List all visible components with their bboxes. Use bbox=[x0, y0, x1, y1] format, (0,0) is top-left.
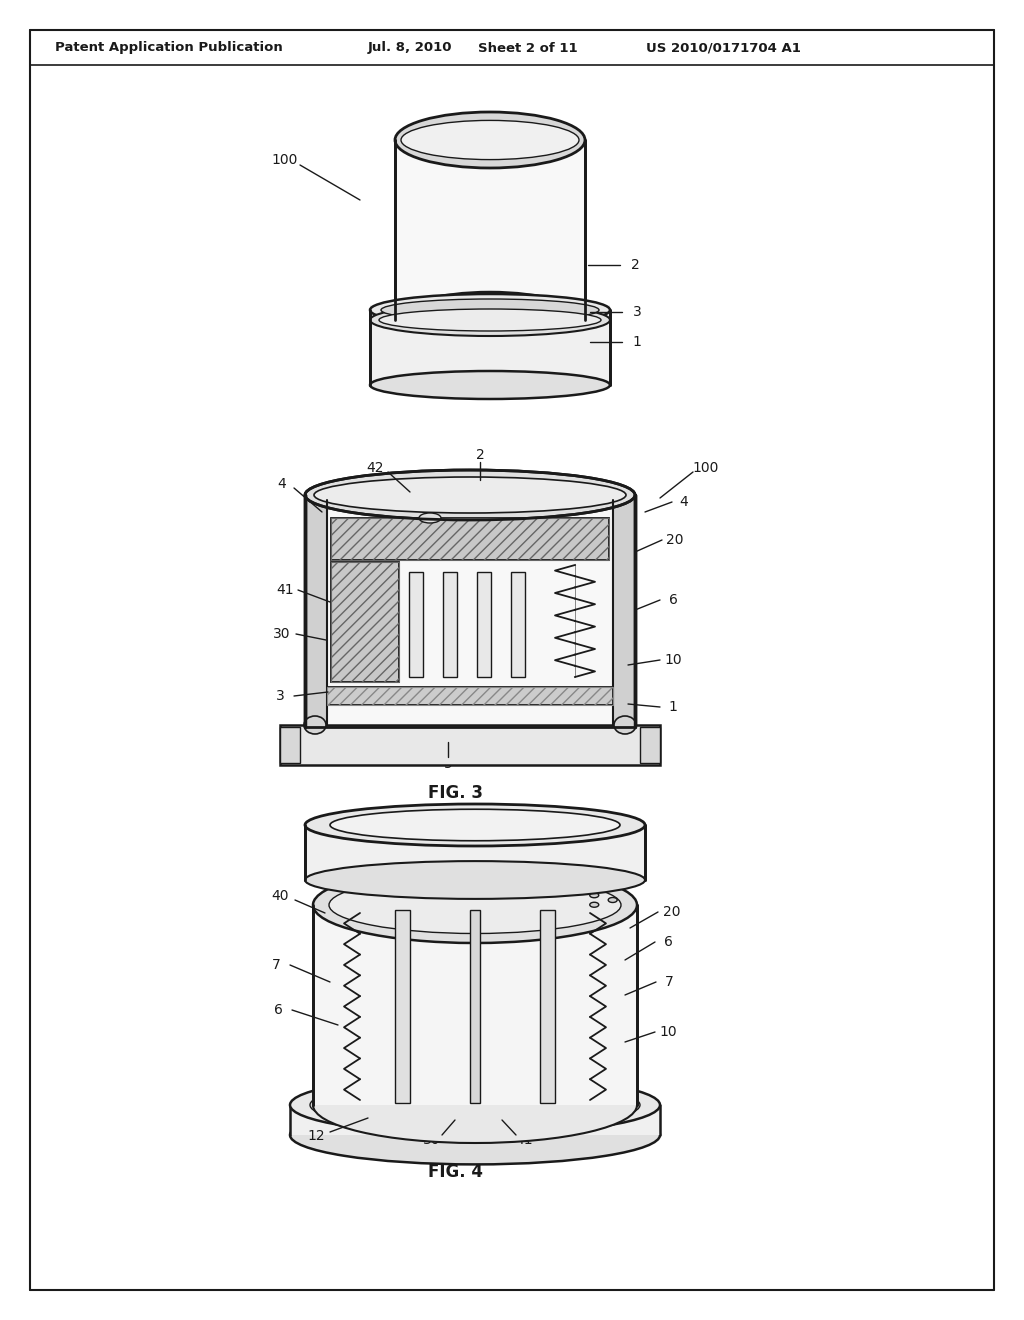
Text: 100: 100 bbox=[271, 153, 298, 168]
Bar bbox=[443, 572, 457, 677]
Text: 30: 30 bbox=[273, 627, 291, 642]
Ellipse shape bbox=[330, 809, 620, 841]
Ellipse shape bbox=[381, 300, 599, 321]
Text: Sheet 2 of 11: Sheet 2 of 11 bbox=[478, 41, 578, 54]
Ellipse shape bbox=[395, 292, 585, 348]
Text: Jul. 8, 2010: Jul. 8, 2010 bbox=[368, 41, 453, 54]
Bar bbox=[477, 572, 490, 677]
Text: 100: 100 bbox=[693, 461, 719, 475]
Text: 7: 7 bbox=[665, 975, 674, 989]
Ellipse shape bbox=[608, 898, 617, 903]
Bar bbox=[280, 727, 300, 763]
Text: 30: 30 bbox=[423, 1133, 440, 1147]
Text: 5: 5 bbox=[443, 756, 453, 771]
Text: FIG. 4: FIG. 4 bbox=[427, 1163, 482, 1181]
Ellipse shape bbox=[370, 304, 610, 337]
Text: FIG. 2: FIG. 2 bbox=[447, 371, 503, 389]
Bar bbox=[331, 562, 399, 682]
Text: 4: 4 bbox=[278, 477, 287, 491]
Bar bbox=[305, 498, 327, 727]
Bar bbox=[395, 140, 585, 319]
Text: 40: 40 bbox=[271, 888, 289, 903]
Text: 1: 1 bbox=[633, 335, 641, 348]
Bar bbox=[540, 909, 555, 1104]
Bar bbox=[305, 498, 635, 727]
Bar bbox=[290, 1105, 660, 1135]
Ellipse shape bbox=[590, 903, 599, 907]
Text: 1: 1 bbox=[669, 700, 678, 714]
Bar bbox=[331, 517, 609, 560]
Text: 10: 10 bbox=[665, 653, 682, 667]
Text: 7: 7 bbox=[271, 958, 281, 972]
Text: 20: 20 bbox=[667, 533, 684, 546]
Bar bbox=[370, 305, 610, 385]
Bar bbox=[409, 572, 423, 677]
Ellipse shape bbox=[310, 1080, 640, 1130]
Ellipse shape bbox=[314, 477, 626, 513]
Ellipse shape bbox=[419, 513, 441, 523]
Ellipse shape bbox=[305, 861, 645, 899]
Text: 10: 10 bbox=[659, 1026, 677, 1039]
Bar bbox=[305, 825, 645, 880]
Text: 2: 2 bbox=[631, 257, 639, 272]
Text: 2: 2 bbox=[475, 447, 484, 462]
Ellipse shape bbox=[370, 371, 610, 399]
Ellipse shape bbox=[305, 804, 645, 846]
Text: 41: 41 bbox=[276, 583, 294, 597]
Bar bbox=[470, 909, 480, 1104]
Text: 41: 41 bbox=[515, 1133, 532, 1147]
Text: US 2010/0171704 A1: US 2010/0171704 A1 bbox=[646, 41, 801, 54]
Text: 3: 3 bbox=[633, 305, 641, 319]
Ellipse shape bbox=[329, 876, 621, 933]
Text: 42: 42 bbox=[466, 878, 483, 892]
Text: 12: 12 bbox=[307, 1129, 325, 1143]
Text: FIG. 3: FIG. 3 bbox=[427, 784, 482, 803]
Bar bbox=[640, 727, 660, 763]
Bar bbox=[331, 517, 609, 560]
Text: 4: 4 bbox=[680, 495, 688, 510]
Bar bbox=[313, 906, 637, 1105]
Bar bbox=[327, 686, 613, 705]
Bar bbox=[511, 572, 525, 677]
Bar bbox=[331, 562, 399, 682]
Ellipse shape bbox=[614, 715, 636, 734]
Ellipse shape bbox=[395, 112, 585, 168]
Text: 6: 6 bbox=[664, 935, 673, 949]
Text: 6: 6 bbox=[273, 1003, 283, 1016]
Ellipse shape bbox=[304, 715, 326, 734]
Bar bbox=[327, 500, 613, 686]
Ellipse shape bbox=[401, 120, 579, 160]
Ellipse shape bbox=[313, 867, 637, 942]
Text: 3: 3 bbox=[275, 689, 285, 704]
Text: 42: 42 bbox=[367, 461, 384, 475]
Bar bbox=[327, 686, 613, 705]
Ellipse shape bbox=[290, 1076, 660, 1134]
Text: 20: 20 bbox=[664, 906, 681, 919]
Bar bbox=[395, 909, 410, 1104]
Text: 6: 6 bbox=[669, 593, 678, 607]
Ellipse shape bbox=[313, 1067, 637, 1143]
Ellipse shape bbox=[590, 892, 599, 898]
Ellipse shape bbox=[305, 470, 635, 520]
Bar bbox=[313, 906, 637, 1105]
Ellipse shape bbox=[379, 309, 601, 331]
Text: Patent Application Publication: Patent Application Publication bbox=[55, 41, 283, 54]
Bar bbox=[613, 498, 635, 727]
Bar bbox=[280, 725, 660, 766]
Ellipse shape bbox=[290, 1106, 660, 1164]
Ellipse shape bbox=[370, 294, 610, 326]
